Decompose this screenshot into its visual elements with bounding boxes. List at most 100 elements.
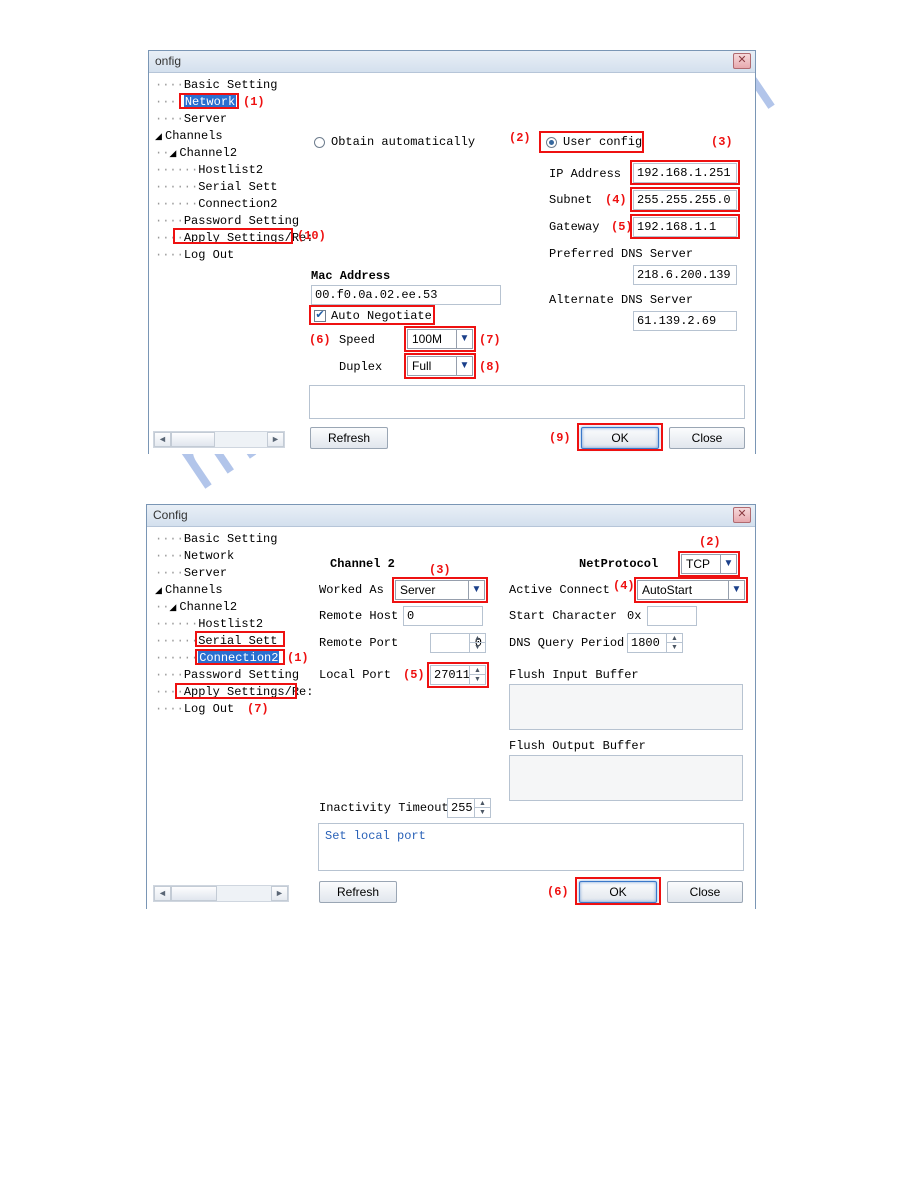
flush-out-area (509, 755, 743, 801)
annot-6: (6) (309, 333, 331, 347)
close-icon[interactable]: ✕ (733, 53, 751, 69)
title-text: Config (153, 508, 188, 522)
sidebar-item-password[interactable]: ····Password Setting (155, 667, 289, 684)
title-text: onfig (155, 54, 181, 68)
annot-box-ok (577, 423, 663, 451)
mac-input[interactable]: 00.f0.0a.02.ee.53 (311, 285, 501, 305)
close-button[interactable]: Close (669, 427, 745, 449)
annot-box-apply (175, 683, 297, 699)
flush-in-label: Flush Input Buffer (509, 668, 639, 682)
scroll-left-icon[interactable]: ◄ (154, 886, 171, 901)
spinner-icon[interactable]: ▲▼ (474, 799, 490, 817)
obtain-auto-radio[interactable] (314, 137, 325, 148)
ip-label: IP Address (549, 167, 621, 181)
sidebar-item-channel2[interactable]: ··◢Channel2 (155, 145, 283, 162)
remote-port-input[interactable]: 0 ▲▼ (430, 633, 486, 653)
annot-1: (1) (287, 651, 309, 665)
sidebar-item-server[interactable]: ····Server (155, 565, 289, 582)
sidebar-item-channels[interactable]: ◢Channels (155, 128, 283, 145)
spinner-icon[interactable]: ▲▼ (666, 634, 682, 652)
channel-heading: Channel 2 (330, 557, 395, 571)
sidebar-item-logout[interactable]: ····Log Out (155, 701, 289, 718)
sidebar-item-serial[interactable]: ······Serial Sett (155, 179, 283, 196)
annot-box-active (634, 577, 748, 603)
tree-scrollbar[interactable]: ◄► (153, 885, 289, 902)
refresh-button[interactable]: Refresh (310, 427, 388, 449)
start-char-input[interactable] (647, 606, 697, 626)
gateway-label: Gateway (549, 220, 599, 234)
sidebar-item-network[interactable]: ····Network (155, 548, 289, 565)
dns-period-label: DNS Query Period (509, 636, 624, 650)
remote-host-input[interactable]: 0 (403, 606, 483, 626)
annot-5: (5) (611, 220, 633, 234)
annot-box-duplex (404, 353, 476, 379)
annot-box-apply (173, 228, 293, 244)
annot-7: (7) (247, 702, 269, 716)
annot-5: (5) (403, 668, 425, 682)
close-button[interactable]: Close (667, 881, 743, 903)
pdns-input[interactable]: 218.6.200.139 (633, 265, 737, 285)
duplex-label: Duplex (339, 360, 382, 374)
annot-box-userconfig (539, 131, 644, 153)
annot-10: (10) (297, 229, 326, 243)
flush-out-label: Flush Output Buffer (509, 739, 646, 753)
annot-7: (7) (479, 333, 501, 347)
sidebar-item-logout[interactable]: ····Log Out (155, 247, 283, 264)
annot-2: (2) (699, 535, 721, 549)
subnet-label: Subnet (549, 193, 592, 207)
dns-period-input[interactable]: 1800 ▲▼ (627, 633, 683, 653)
tree-scrollbar[interactable]: ◄► (153, 431, 285, 448)
sidebar-item-basic[interactable]: ····Basic Setting (155, 531, 289, 548)
status-area (309, 385, 745, 419)
adns-input[interactable]: 61.139.2.69 (633, 311, 737, 331)
annot-1: (1) (243, 95, 265, 109)
inactivity-input[interactable]: 255 ▲▼ (447, 798, 491, 818)
status-message: Set local port (325, 829, 426, 843)
active-connect-label: Active Connect (509, 583, 610, 597)
scroll-right-icon[interactable]: ► (267, 432, 284, 447)
scroll-thumb[interactable] (171, 886, 217, 901)
annot-box-netproto (678, 551, 740, 577)
sidebar-item-hostlist2[interactable]: ······Hostlist2 (155, 162, 283, 179)
annot-2: (2) (509, 131, 531, 145)
titlebar: onfig ✕ (149, 51, 755, 73)
annot-box-network (179, 93, 239, 109)
obtain-auto-label: Obtain automatically (331, 135, 475, 149)
netproto-label: NetProtocol (579, 557, 658, 571)
annot-4: (4) (613, 579, 635, 593)
annot-box-speed (404, 326, 476, 352)
sidebar-item-channels[interactable]: ◢Channels (155, 582, 289, 599)
refresh-button[interactable]: Refresh (319, 881, 397, 903)
speed-label: Speed (339, 333, 375, 347)
annot-3: (3) (711, 135, 733, 149)
scroll-left-icon[interactable]: ◄ (154, 432, 171, 447)
annot-3: (3) (429, 563, 451, 577)
sidebar-item-connection2[interactable]: ······Connection2 (155, 196, 283, 213)
annot-9: (9) (549, 431, 571, 445)
annot-box-autoneg (309, 305, 435, 325)
start-char-label: Start Character (509, 609, 617, 623)
titlebar: Config ✕ (147, 505, 755, 527)
worked-as-label: Worked As (319, 583, 384, 597)
annot-box-localport (427, 662, 489, 688)
annot-box-subnet (630, 187, 740, 212)
config-window-1: onfig ✕ ····Basic Setting ····Network ··… (148, 50, 756, 454)
annot-box-connection2 (195, 649, 285, 665)
local-port-label: Local Port (319, 668, 391, 682)
remote-port-label: Remote Port (319, 636, 398, 650)
annot-box-serial (195, 631, 285, 647)
inactivity-label: Inactivity Timeout (319, 801, 449, 815)
scroll-right-icon[interactable]: ► (271, 886, 288, 901)
spinner-icon[interactable]: ▲▼ (469, 634, 485, 652)
close-icon[interactable]: ✕ (733, 507, 751, 523)
annot-6: (6) (547, 885, 569, 899)
annot-4: (4) (605, 193, 627, 207)
remote-host-label: Remote Host (319, 609, 398, 623)
start-char-prefix: 0x (627, 609, 641, 623)
sidebar-item-channel2[interactable]: ··◢Channel2 (155, 599, 289, 616)
sidebar-item-server[interactable]: ····Server (155, 111, 283, 128)
annot-8: (8) (479, 360, 501, 374)
sidebar-item-basic[interactable]: ····Basic Setting (155, 77, 283, 94)
scroll-thumb[interactable] (171, 432, 215, 447)
annot-box-gateway (630, 214, 740, 239)
